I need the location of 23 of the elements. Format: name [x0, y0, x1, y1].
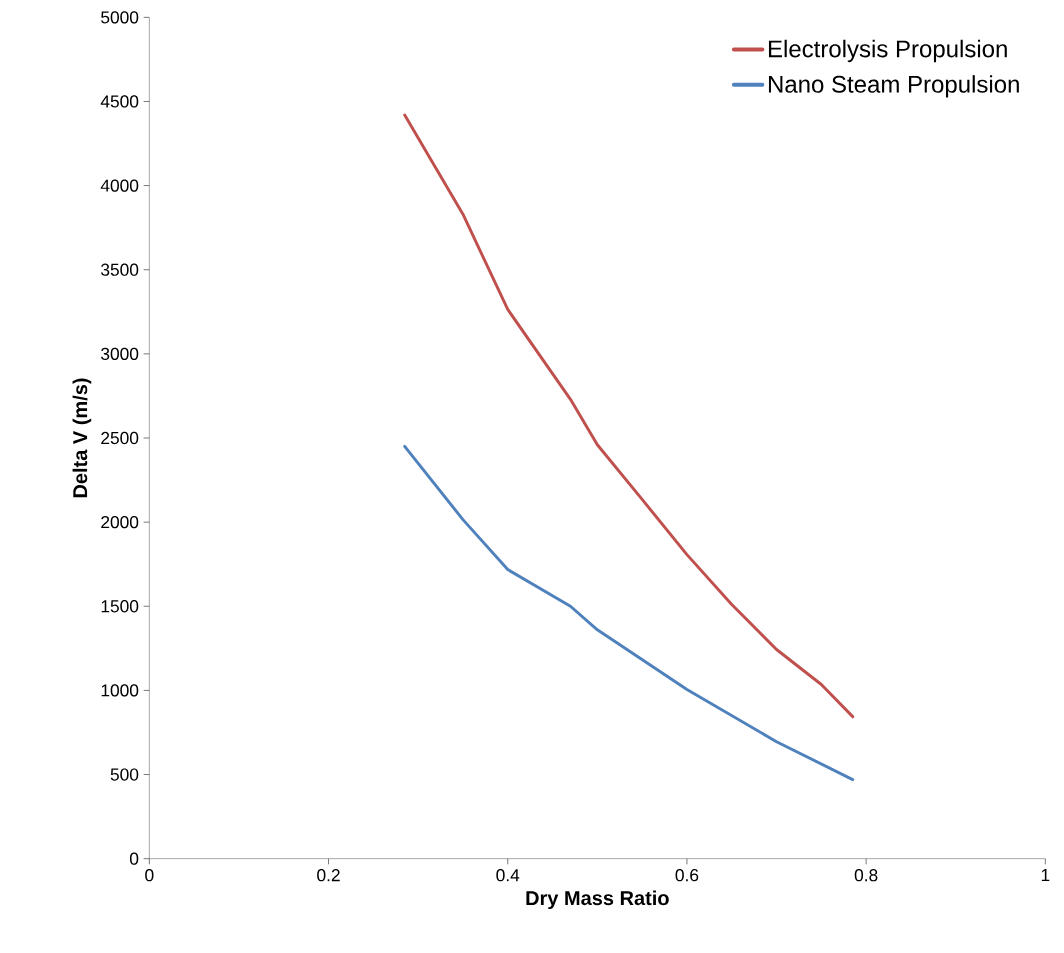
x-tick-label: 0.8	[854, 868, 878, 882]
legend-label: Electrolysis Propulsion	[768, 39, 1007, 62]
x-axis-title: Dry Mass Ratio	[526, 890, 669, 909]
y-tick-label: 1500	[101, 599, 139, 613]
x-tick-label: 0.2	[317, 868, 340, 882]
y-axis-title: Delta V (m/s)	[72, 378, 92, 498]
y-tick-label: 1000	[101, 684, 139, 697]
y-tick-label: 5000	[101, 11, 139, 24]
y-tick-label: 2000	[101, 515, 139, 529]
y-tick-label: 500	[110, 768, 139, 781]
x-tick-label: 0	[145, 868, 154, 882]
y-tick-label: 4000	[100, 179, 139, 192]
y-tick-label: 4500	[100, 95, 139, 108]
line-series	[403, 444, 855, 781]
y-tick-label: 0	[129, 852, 139, 865]
x-tick-label: 1	[1041, 868, 1050, 881]
line-series	[403, 113, 855, 718]
x-tick-label: 0.6	[675, 868, 699, 882]
y-tick-label: 2500	[101, 431, 139, 444]
x-tick-label: 0.4	[496, 868, 520, 882]
y-tick-label: 3000	[101, 347, 139, 360]
y-tick-label: 3500	[101, 263, 139, 276]
legend-label: Nano Steam Propulsion	[768, 74, 1019, 98]
